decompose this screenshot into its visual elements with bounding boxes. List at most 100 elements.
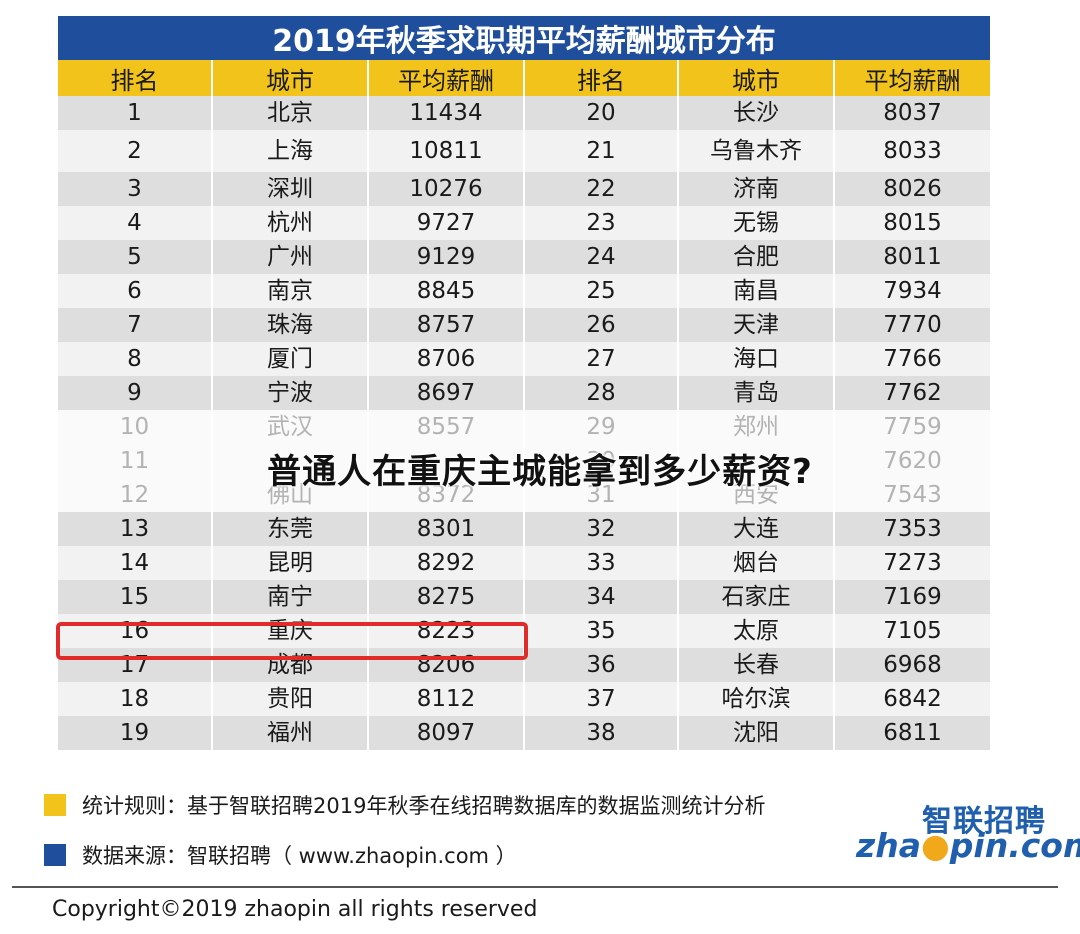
- table-cell: 9129: [367, 240, 524, 274]
- table-cell: 10: [58, 410, 212, 444]
- table-row: 14 昆明 8292 33 烟台 7273: [58, 546, 990, 580]
- table-cell: 8037: [833, 96, 990, 130]
- table-cell: 35: [523, 614, 678, 648]
- table-row: 19 福州 8097 38 沈阳 6811: [58, 716, 990, 750]
- table-cell: 6968: [833, 648, 990, 682]
- table-cell: 6: [58, 274, 212, 308]
- table-cell: 贵阳: [211, 682, 368, 716]
- table-cell: 佛山: [211, 478, 368, 512]
- table-cell: 8112: [367, 682, 524, 716]
- table-cell: 12: [58, 478, 212, 512]
- table-cell: 8301: [367, 512, 524, 546]
- table-cell: 15: [58, 580, 212, 614]
- table-cell: 济南: [677, 172, 834, 206]
- table-cell: 东莞: [211, 512, 368, 546]
- table-cell: 无锡: [677, 206, 834, 240]
- table-cell: [211, 444, 368, 478]
- table-cell: 7762: [833, 376, 990, 410]
- table-cell: 8011: [833, 240, 990, 274]
- table-cell: 8097: [367, 716, 524, 750]
- table-row: 13 东莞 8301 32 大连 7353: [58, 512, 990, 546]
- table-cell: 8292: [367, 546, 524, 580]
- column-header: 排名: [523, 60, 678, 96]
- column-header: 排名: [58, 60, 212, 96]
- column-header: 平均薪酬: [367, 60, 524, 96]
- table-cell: 广州: [211, 240, 368, 274]
- table-cell: 5: [58, 240, 212, 274]
- table-cell: [677, 444, 834, 478]
- table-row: 12 佛山 8372 31 西安 7543: [58, 478, 990, 512]
- table-cell: 青岛: [677, 376, 834, 410]
- logo-text-right: pin.com: [949, 826, 1080, 865]
- table-cell: 28: [523, 376, 678, 410]
- table-cell: 深圳: [211, 172, 368, 206]
- table-cell: 7759: [833, 410, 990, 444]
- table-cell: 南宁: [211, 580, 368, 614]
- table-cell: 杭州: [211, 206, 368, 240]
- table-cell: 7105: [833, 614, 990, 648]
- table-cell: 8706: [367, 342, 524, 376]
- table-cell: 22: [523, 172, 678, 206]
- method-note-text: 统计规则：基于智联招聘2019年秋季在线招聘数据库的数据监测统计分析: [82, 794, 766, 818]
- table-cell: 2: [58, 130, 212, 172]
- table-cell: 昆明: [211, 546, 368, 580]
- source-note-text: 数据来源：智联招聘（ www.zhaopin.com ）: [82, 844, 517, 868]
- table-cell: 14: [58, 546, 212, 580]
- table-cell: 长春: [677, 648, 834, 682]
- table-cell: 北京: [211, 96, 368, 130]
- table-cell: 6811: [833, 716, 990, 750]
- table-cell: 8757: [367, 308, 524, 342]
- table-cell: 8033: [833, 130, 990, 172]
- table-cell: 7: [58, 308, 212, 342]
- footer-divider: [12, 886, 1058, 888]
- table-cell: 10811: [367, 130, 524, 172]
- table-cell: 25: [523, 274, 678, 308]
- table-row: 5 广州 9129 24 合肥 8011: [58, 240, 990, 274]
- table-cell: 太原: [677, 614, 834, 648]
- table-cell: 20: [523, 96, 678, 130]
- table-cell: 34: [523, 580, 678, 614]
- salary-ranking-table: 排名 城市 平均薪酬 排名 城市 平均薪酬 1 北京 11434 20 长沙 8037 2 上…: [58, 60, 990, 750]
- table-cell: 11: [58, 444, 212, 478]
- table-cell: 8015: [833, 206, 990, 240]
- table-cell: 23: [523, 206, 678, 240]
- table-cell: 8223: [367, 614, 524, 648]
- source-note: 数据来源：智联招聘（ www.zhaopin.com ）: [44, 840, 517, 870]
- table-cell: 8: [58, 342, 212, 376]
- logo-english-text: zha●pin.com: [856, 826, 1080, 865]
- table-row: 3 深圳 10276 22 济南 8026: [58, 172, 990, 206]
- table-row: 9 宁波 8697 28 青岛 7762: [58, 376, 990, 410]
- table-cell: 合肥: [677, 240, 834, 274]
- table-cell: 7169: [833, 580, 990, 614]
- yellow-square-icon: [44, 794, 66, 816]
- table-cell: 13: [58, 512, 212, 546]
- table-cell: 4: [58, 206, 212, 240]
- table-cell: 10276: [367, 172, 524, 206]
- table-cell: 24: [523, 240, 678, 274]
- column-header: 城市: [211, 60, 368, 96]
- table-cell: 南京: [211, 274, 368, 308]
- table-cell: 大连: [677, 512, 834, 546]
- table-cell: 长沙: [677, 96, 834, 130]
- table-cell: 哈尔滨: [677, 682, 834, 716]
- table-cell: 27: [523, 342, 678, 376]
- table-cell: 8697: [367, 376, 524, 410]
- column-header: 城市: [677, 60, 834, 96]
- table-cell: 7543: [833, 478, 990, 512]
- table-cell: 1: [58, 96, 212, 130]
- table-cell: 8845: [367, 274, 524, 308]
- table-cell: 37: [523, 682, 678, 716]
- table-cell: 7353: [833, 512, 990, 546]
- table-row: 11 30 7620: [58, 444, 990, 478]
- table-cell: 8557: [367, 410, 524, 444]
- table-cell: 19: [58, 716, 212, 750]
- table-cell: 8206: [367, 648, 524, 682]
- table-cell: 上海: [211, 130, 368, 172]
- table-cell: 36: [523, 648, 678, 682]
- table-cell: 3: [58, 172, 212, 206]
- table-row: 8 厦门 8706 27 海口 7766: [58, 342, 990, 376]
- blue-square-icon: [44, 844, 66, 866]
- table-cell: 宁波: [211, 376, 368, 410]
- table-cell: 厦门: [211, 342, 368, 376]
- table-cell: 珠海: [211, 308, 368, 342]
